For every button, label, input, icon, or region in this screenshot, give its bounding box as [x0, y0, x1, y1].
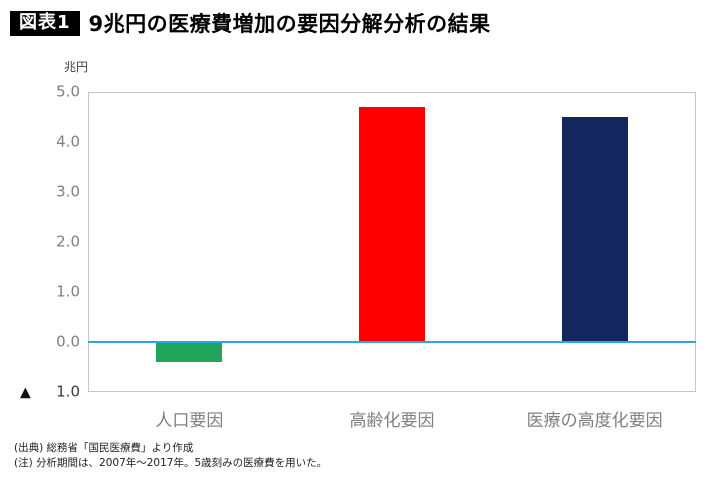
y-tick-label: 0.0 [56, 332, 80, 351]
y-tick-label: 2.0 [56, 232, 80, 251]
figure-badge: 図表1 [10, 10, 80, 36]
source-note: (出典) 総務省「国民医療費」より作成 [14, 442, 194, 454]
bar-医療の高度化要因 [561, 117, 628, 342]
page-title: 9兆円の医療費増加の要因分解分析の結果 [88, 12, 491, 36]
y-axis-unit-label: 兆円 [64, 60, 89, 74]
x-category-label: 医療の高度化要因 [526, 411, 663, 431]
y-tick-label: 4.0 [56, 132, 80, 151]
negative-triangle-icon: ▲ [20, 384, 31, 400]
y-tick-label: 5.0 [56, 82, 80, 101]
y-tick-label: 1.0 [56, 282, 80, 301]
bar-高齢化要因 [359, 107, 425, 342]
x-category-label: 高齢化要因 [349, 411, 435, 431]
y-tick-label: 3.0 [56, 182, 80, 201]
analysis-note: (注) 分析期間は、2007年〜2017年。5歳刻みの医療費を用いた。 [14, 456, 328, 469]
y-tick-label: ▲ 1.0 [20, 382, 80, 401]
x-category-label: 人口要因 [155, 411, 224, 431]
bar-人口要因 [156, 342, 223, 362]
y-tick-value: 1.0 [56, 382, 80, 401]
chart-header: 図表1 9兆円の医療費増加の要因分解分析の結果 [10, 8, 491, 38]
zero-baseline [88, 341, 696, 343]
footer-notes: (出典) 総務省「国民医療費」より作成 (注) 分析期間は、2007年〜2017… [14, 441, 327, 470]
